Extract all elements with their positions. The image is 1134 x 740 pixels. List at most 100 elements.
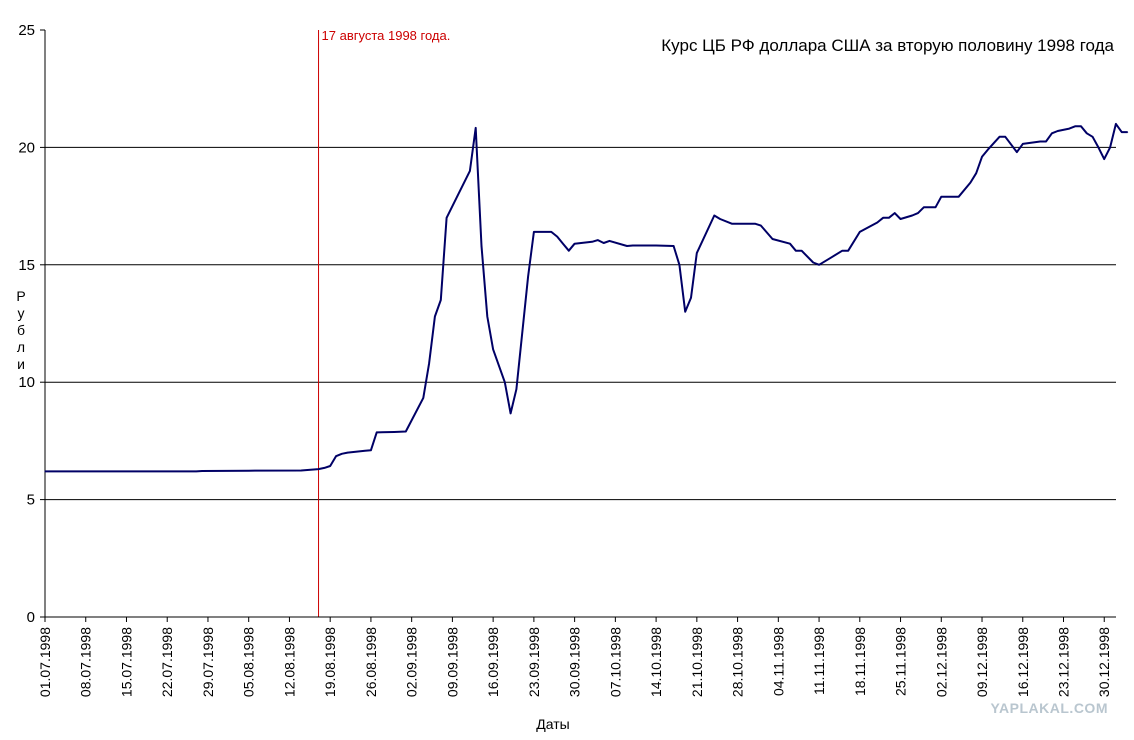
data-point (370, 449, 372, 451)
data-point (515, 388, 518, 390)
watermark-logo: YAPLAKAL.COM (991, 700, 1109, 716)
data-point (475, 127, 477, 129)
y-tick-label: 10 (18, 374, 35, 391)
data-point (719, 218, 721, 220)
data-point (789, 243, 791, 245)
data-point (876, 221, 878, 224)
y-axis-title-letter: Р (16, 288, 25, 304)
data-point (457, 193, 459, 195)
data-point (201, 470, 203, 472)
data-point (335, 455, 337, 457)
data-point (1039, 140, 1041, 143)
data-point (696, 252, 698, 254)
data-point (510, 412, 512, 414)
x-tick-label: 12.08.1998 (281, 627, 297, 697)
data-point (1004, 136, 1006, 138)
data-point (195, 470, 197, 472)
data-point (1126, 131, 1129, 133)
data-point (608, 240, 611, 242)
x-tick-label: 05.08.1998 (241, 627, 257, 697)
data-point (987, 149, 989, 151)
x-tick-label: 23.12.1998 (1056, 627, 1072, 697)
august-17-label: 17 августа 1998 года. (322, 28, 451, 43)
data-point (841, 250, 843, 252)
data-point (655, 244, 657, 247)
data-point (347, 452, 349, 454)
data-point (597, 239, 599, 241)
y-tick-labels: 0 5 10 15 20 25 (18, 22, 45, 626)
data-point (1016, 151, 1018, 153)
data-point (504, 381, 506, 383)
y-axis-title-letter: и (17, 356, 25, 372)
data-point (1080, 125, 1082, 127)
data-point (998, 136, 1001, 138)
data-point (1121, 131, 1123, 133)
data-point (1086, 132, 1088, 134)
data-point (364, 450, 366, 452)
x-tick-label: 09.09.1998 (444, 627, 460, 697)
x-tick-label: 01.07.1998 (37, 627, 53, 697)
data-point (341, 453, 343, 455)
annotation-layer: 17 августа 1998 года. (318, 28, 451, 617)
data-point (754, 223, 756, 225)
data-point (317, 468, 320, 470)
data-point (96, 470, 98, 472)
data-point (300, 469, 302, 472)
data-point (376, 431, 378, 433)
data-point (859, 231, 861, 233)
data-point (44, 470, 46, 472)
x-tick-label: 26.08.1998 (363, 627, 379, 697)
data-point (801, 250, 803, 252)
x-tick-label: 16.09.1998 (485, 627, 501, 697)
data-point (440, 299, 442, 301)
series-line-0 (45, 122, 1128, 473)
data-point (480, 245, 483, 247)
data-point (690, 297, 692, 299)
data-point (673, 245, 675, 247)
x-tick-label: 15.07.1998 (118, 627, 134, 697)
x-tick-label: 18.11.1998 (852, 627, 868, 696)
data-point (533, 231, 535, 233)
data-point (899, 218, 902, 220)
y-axis-title-letter: б (17, 322, 25, 338)
data-point (446, 217, 448, 219)
data-point (812, 261, 814, 264)
y-tick-label: 5 (27, 492, 35, 509)
y-tick-label: 25 (18, 22, 35, 39)
data-point (469, 170, 471, 172)
x-tick-labels: 01.07.1998 08.07.1998 15.07.1998 22.07.1998… (37, 617, 1112, 697)
y-tick-label: 0 (27, 609, 35, 626)
data-point (1057, 130, 1059, 132)
data-point (486, 315, 488, 318)
data-point (632, 244, 634, 247)
x-tick-label: 08.07.1998 (78, 627, 94, 697)
x-tick-label: 11.11.1998 (811, 627, 827, 695)
data-point (568, 250, 570, 252)
x-tick-label: 29.07.1998 (200, 627, 216, 697)
data-point (323, 467, 325, 469)
data-point (1022, 143, 1024, 145)
data-point (975, 172, 977, 174)
x-tick-label: 30.09.1998 (567, 627, 583, 697)
data-point (248, 470, 250, 472)
data-point (917, 212, 919, 214)
data-point (830, 257, 832, 259)
data-point (428, 362, 430, 364)
data-point (795, 250, 797, 252)
data-point (1097, 146, 1099, 148)
data-point (155, 470, 157, 472)
data-point (1074, 125, 1076, 127)
data-point (492, 348, 494, 350)
data-point (847, 250, 849, 252)
data-point (888, 217, 890, 219)
x-axis-title: Даты (536, 716, 569, 732)
data-point (981, 156, 983, 158)
data-point (678, 264, 681, 266)
data-point (562, 243, 564, 245)
x-tick-label: 28.10.1998 (730, 627, 746, 697)
data-point (713, 214, 715, 217)
data-point (771, 238, 774, 240)
x-tick-label: 09.12.1998 (974, 627, 990, 697)
